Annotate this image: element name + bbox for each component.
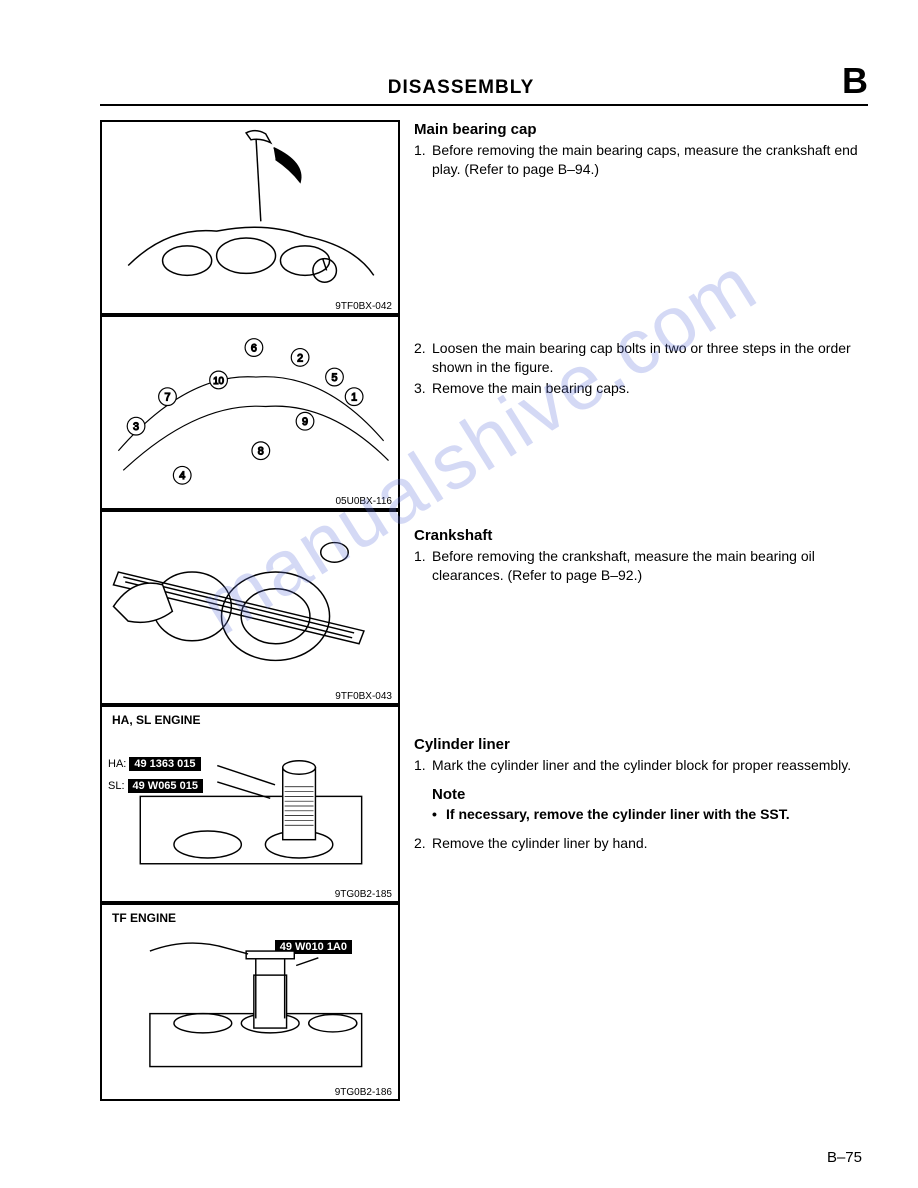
step-number: 1.: [414, 756, 432, 775]
step: 2. Remove the cylinder liner by hand.: [414, 834, 868, 853]
figure-reference: 9TG0B2-186: [333, 1087, 394, 1098]
figure-reference: 9TF0BX-042: [333, 301, 394, 312]
page-header: DISASSEMBLY B: [100, 60, 868, 106]
note-label: Note: [432, 785, 868, 805]
svg-text:10: 10: [213, 376, 224, 387]
step-text: Before removing the crankshaft, measure …: [432, 547, 868, 585]
svg-text:7: 7: [164, 392, 170, 404]
figure-main-bearing-cap-measure: 9TF0BX-042: [100, 120, 400, 315]
note-bullet-row: • If necessary, remove the cylinder line…: [432, 805, 868, 824]
svg-text:8: 8: [258, 446, 264, 458]
section-heading: Cylinder liner: [414, 735, 868, 755]
figure-title: TF ENGINE: [112, 911, 176, 925]
step: 1. Mark the cylinder liner and the cylin…: [414, 756, 868, 775]
header-title: DISASSEMBLY: [100, 77, 822, 99]
step-number: 2.: [414, 339, 432, 377]
figures-column: 9TF0BX-042 1 2 3 4 5 6 7 8: [100, 120, 400, 1101]
figure-title: HA, SL ENGINE: [112, 713, 200, 727]
step: 2. Loosen the main bearing cap bolts in …: [414, 339, 868, 377]
section-main-bearing-cap: Main bearing cap 1. Before removing the …: [414, 120, 868, 179]
diagram-sketch: [108, 518, 392, 685]
svg-text:4: 4: [179, 470, 185, 482]
step-number: 1.: [414, 547, 432, 585]
note-text: If necessary, remove the cylinder liner …: [446, 805, 790, 824]
page-number: B–75: [827, 1149, 862, 1166]
step: 1. Before removing the crankshaft, measu…: [414, 547, 868, 585]
step-number: 3.: [414, 379, 432, 398]
figure-bolt-order: 1 2 3 4 5 6 7 8 9 10 05U0BX-116: [100, 315, 400, 510]
step-text: Mark the cylinder liner and the cylinder…: [432, 756, 868, 775]
diagram-sketch: [108, 729, 392, 883]
section-heading: Main bearing cap: [414, 120, 868, 140]
step-number: 1.: [414, 141, 432, 179]
section-main-bearing-cap-2: 2. Loosen the main bearing cap bolts in …: [414, 339, 868, 398]
svg-text:5: 5: [331, 372, 337, 384]
step-text: Remove the main bearing caps.: [432, 379, 868, 398]
svg-text:2: 2: [297, 352, 303, 364]
section-crankshaft: Crankshaft 1. Before removing the cranks…: [414, 526, 868, 585]
svg-text:9: 9: [302, 416, 308, 428]
step: 3. Remove the main bearing caps.: [414, 379, 868, 398]
step-text: Before removing the main bearing caps, m…: [432, 141, 868, 179]
bullet-icon: •: [432, 805, 446, 824]
text-column: Main bearing cap 1. Before removing the …: [414, 120, 868, 1101]
svg-text:6: 6: [251, 342, 257, 354]
step: 1. Before removing the main bearing caps…: [414, 141, 868, 179]
diagram-sketch: [108, 128, 392, 295]
content-row: 9TF0BX-042 1 2 3 4 5 6 7 8: [100, 120, 868, 1101]
note-block: Note • If necessary, remove the cylinder…: [432, 785, 868, 824]
figure-cylinder-liner-tf: TF ENGINE 49 W010 1A0: [100, 903, 400, 1101]
figure-crankshaft: 9TF0BX-043: [100, 510, 400, 705]
figure-reference: 05U0BX-116: [333, 496, 394, 507]
figure-reference: 9TG0B2-185: [333, 889, 394, 900]
section-heading: Crankshaft: [414, 526, 868, 546]
svg-text:3: 3: [133, 421, 139, 433]
section-letter: B: [842, 60, 868, 102]
section-cylinder-liner: Cylinder liner 1. Mark the cylinder line…: [414, 735, 868, 853]
diagram-sketch: [108, 927, 392, 1081]
figure-cylinder-liner-ha-sl: HA, SL ENGINE HA: 49 1363 015 SL: 49 W06…: [100, 705, 400, 903]
diagram-sketch: 1 2 3 4 5 6 7 8 9 10: [108, 323, 392, 490]
step-number: 2.: [414, 834, 432, 853]
figure-reference: 9TF0BX-043: [333, 691, 394, 702]
step-text: Loosen the main bearing cap bolts in two…: [432, 339, 868, 377]
step-text: Remove the cylinder liner by hand.: [432, 834, 868, 853]
svg-text:1: 1: [351, 392, 357, 404]
